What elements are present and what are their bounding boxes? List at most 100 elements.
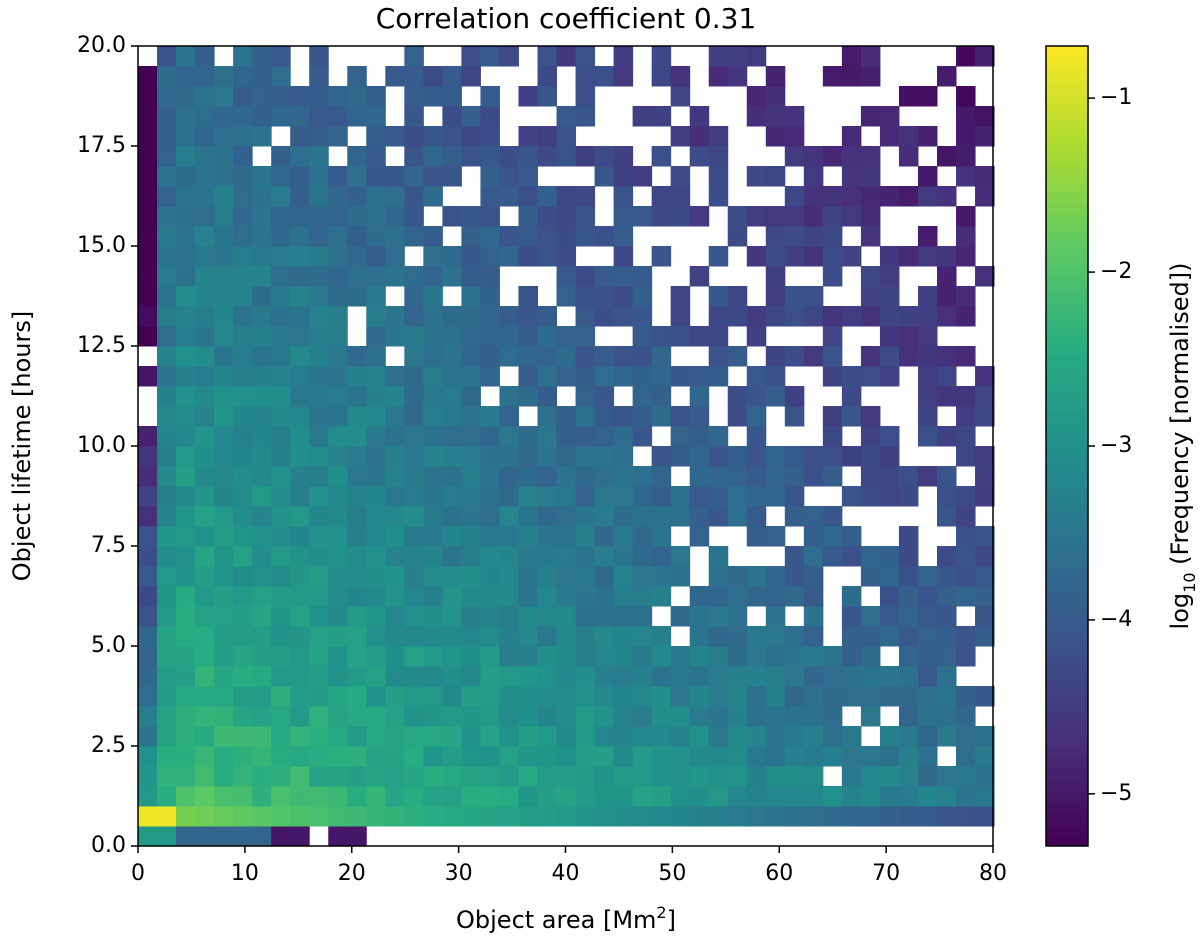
heatmap-cell: [328, 126, 348, 147]
heatmap-cell: [822, 246, 843, 267]
heatmap-cell: [632, 546, 653, 567]
heatmap-cell: [385, 646, 405, 667]
colorbar: [1045, 45, 1089, 847]
heatmap-cell: [233, 526, 253, 547]
heatmap-cell: [252, 426, 272, 447]
heatmap-cell: [176, 206, 196, 227]
heatmap-cell: [214, 106, 234, 127]
y-tick-label: 2.5: [91, 733, 126, 758]
heatmap-cell: [233, 386, 253, 407]
heatmap-cell: [936, 186, 957, 207]
heatmap-cell: [480, 746, 500, 767]
heatmap-cell: [176, 326, 196, 347]
heatmap-cell: [975, 726, 995, 747]
heatmap-cell: [613, 226, 634, 247]
heatmap-cell: [518, 766, 538, 787]
heatmap-cell: [651, 506, 672, 527]
heatmap-cell: [442, 66, 462, 87]
heatmap-cell: [499, 246, 519, 267]
heatmap-cell: [176, 506, 196, 527]
heatmap-cell: [518, 746, 538, 767]
heatmap-cell: [765, 626, 786, 647]
heatmap-cell: [366, 266, 386, 287]
heatmap-cell: [575, 646, 596, 667]
heatmap-cell: [803, 466, 824, 487]
heatmap-cell: [195, 746, 215, 767]
heatmap-cell: [423, 346, 443, 367]
heatmap-cell: [956, 506, 976, 527]
heatmap-cell: [252, 766, 272, 787]
heatmap-cell: [689, 646, 710, 667]
heatmap-cell: [271, 646, 291, 667]
heatmap-cell: [138, 526, 158, 547]
heatmap-cell: [632, 566, 653, 587]
heatmap-cell: [290, 646, 310, 667]
heatmap-cell: [632, 806, 653, 827]
heatmap-cell: [860, 446, 881, 467]
heatmap-cell: [898, 786, 919, 807]
heatmap-cell: [138, 486, 158, 507]
heatmap-cell: [214, 246, 234, 267]
heatmap-cell: [347, 566, 367, 587]
heatmap-cell: [575, 586, 596, 607]
heatmap-cell: [233, 666, 253, 687]
heatmap-cell: [879, 366, 900, 387]
heatmap-cell: [233, 746, 253, 767]
heatmap-cell: [689, 706, 710, 727]
heatmap-cell: [784, 626, 805, 647]
heatmap-cell: [366, 326, 386, 347]
heatmap-cell: [917, 166, 938, 187]
heatmap-cell: [689, 326, 710, 347]
heatmap-cell: [214, 666, 234, 687]
heatmap-cell: [613, 686, 634, 707]
heatmap-cell: [956, 686, 976, 707]
heatmap-cell: [727, 726, 748, 747]
heatmap-cell: [442, 686, 462, 707]
heatmap-cell: [499, 226, 519, 247]
heatmap-cell: [499, 746, 519, 767]
heatmap-cell: [366, 746, 386, 767]
heatmap-cell: [841, 406, 862, 427]
heatmap-cell: [480, 786, 500, 807]
heatmap-cell: [651, 626, 672, 647]
heatmap-cell: [157, 326, 177, 347]
heatmap-cell: [347, 486, 367, 507]
heatmap-cell: [480, 306, 500, 327]
heatmap-cell: [803, 226, 824, 247]
heatmap-cell: [575, 426, 596, 447]
heatmap-cell: [879, 726, 900, 747]
heatmap-cell: [765, 346, 786, 367]
heatmap-cell: [461, 246, 481, 267]
heatmap-cell: [803, 806, 824, 827]
heatmap-cell: [385, 186, 405, 207]
heatmap-cell: [290, 546, 310, 567]
heatmap-cell: [518, 426, 538, 447]
heatmap-cell: [176, 126, 196, 147]
heatmap-cell: [651, 786, 672, 807]
heatmap-cell: [138, 446, 158, 467]
heatmap-cell: [746, 306, 767, 327]
heatmap-cell: [518, 546, 538, 567]
heatmap-cell: [423, 166, 443, 187]
heatmap-cell: [670, 286, 691, 307]
heatmap-cell: [499, 166, 519, 187]
heatmap-cell: [233, 786, 253, 807]
heatmap-cell: [138, 86, 158, 107]
heatmap-cell: [195, 346, 215, 367]
heatmap-cell: [366, 86, 386, 107]
heatmap-cell: [138, 286, 158, 307]
heatmap-cell: [404, 306, 424, 327]
heatmap-cell: [879, 626, 900, 647]
heatmap-cell: [195, 586, 215, 607]
heatmap-cell: [841, 586, 862, 607]
heatmap-cell: [689, 666, 710, 687]
heatmap-cell: [727, 706, 748, 727]
heatmap-cell: [765, 806, 786, 827]
heatmap-cell: [575, 706, 596, 727]
heatmap-cell: [765, 106, 786, 127]
heatmap-cell: [423, 606, 443, 627]
x-axis-title-end: ]: [667, 906, 676, 934]
heatmap-cell: [689, 106, 710, 127]
heatmap-cell: [898, 766, 919, 787]
heatmap-cell: [404, 406, 424, 427]
